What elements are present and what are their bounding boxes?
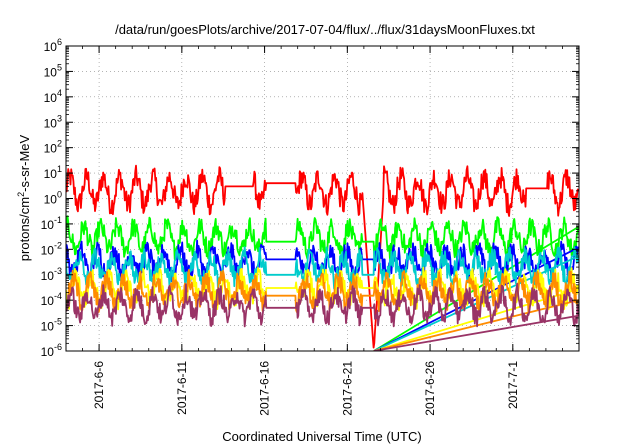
y-tick-label: 10-2	[41, 240, 62, 257]
chart-title: /data/run/goesPlots/archive/2017-07-04/f…	[115, 22, 535, 37]
y-tick-label: 10-5	[41, 317, 62, 334]
y-axis: 10-6 10-5 10-4 10-3 10-2 10-1 100 101 102 103 104 1…	[41, 37, 579, 359]
y-tick-label: 105	[44, 62, 62, 79]
x-tick-label: 2017-7-1	[506, 361, 520, 409]
y-tick-label: 10-4	[41, 291, 62, 308]
x-axis-label: Coordinated Universal Time (UTC)	[222, 429, 421, 444]
series-line-6	[66, 282, 579, 351]
y-tick-label: 10-6	[41, 342, 62, 359]
y-tick-label: 102	[44, 139, 62, 156]
y-tick-label: 10-3	[41, 266, 62, 283]
y-axis-label: protons/cm2-s-sr-MeV	[16, 134, 32, 261]
x-tick-label: 2017-6-21	[340, 361, 354, 416]
y-tick-label: 100	[44, 190, 62, 207]
series-line-0	[66, 164, 579, 349]
y-tick-label: 10-1	[41, 215, 62, 232]
x-axis: 2017-6-6 2017-6-11 2017-6-16 2017-6-21 2017-…	[65, 46, 580, 416]
x-tick-label: 2017-6-6	[92, 361, 106, 409]
y-tick-label: 104	[44, 88, 62, 105]
y-tick-label: 101	[44, 164, 62, 181]
series-layer	[66, 164, 579, 351]
y-tick-label: 103	[44, 113, 62, 130]
x-tick-label: 2017-6-26	[423, 361, 437, 416]
y-tick-label: 106	[44, 37, 62, 54]
x-tick-label: 2017-6-11	[175, 361, 189, 415]
x-tick-label: 2017-6-16	[258, 361, 272, 416]
